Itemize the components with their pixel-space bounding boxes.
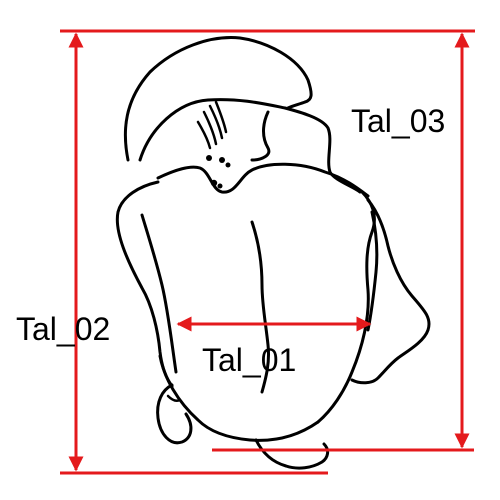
process-inner-outline	[366, 210, 379, 332]
central-groove-outline	[250, 220, 270, 394]
knob-detail	[166, 394, 182, 403]
left-lower-outline	[140, 213, 178, 374]
posterior-process-outline	[350, 198, 431, 385]
groove-marks	[196, 100, 228, 150]
bottom-tail-outline	[254, 438, 330, 470]
talar-head-outline	[123, 36, 313, 162]
talus-bone-outline	[115, 36, 431, 470]
body-bottom-outline	[158, 354, 320, 442]
facet-dots	[206, 155, 231, 189]
talar-neck-outline	[138, 98, 362, 194]
body-right-outline	[316, 190, 376, 424]
tal-02-label: Tal_02	[16, 311, 111, 347]
shoulder-outline	[156, 162, 370, 198]
tal-01-label: Tal_01	[202, 342, 297, 378]
left-knob-outline	[156, 383, 193, 445]
measurement-lines	[60, 29, 475, 475]
body-left-outline	[115, 180, 174, 388]
tal-03-label: Tal_03	[351, 103, 446, 139]
neck-ridge-outline	[250, 110, 271, 162]
